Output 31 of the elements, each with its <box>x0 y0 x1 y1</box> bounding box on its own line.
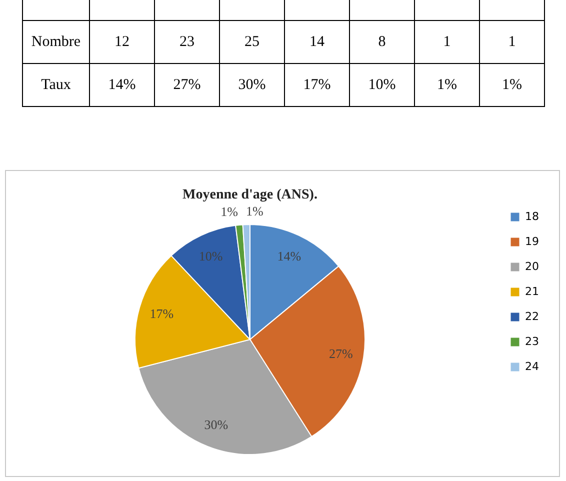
data-label: 27% <box>328 346 353 361</box>
text: 30% <box>238 76 266 92</box>
legend-label: 23 <box>525 335 539 348</box>
data-label: 14% <box>277 248 302 264</box>
data-label: 30% <box>204 417 228 432</box>
text: 17% <box>303 76 331 92</box>
text: 8 <box>378 34 386 50</box>
legend-label: 19 <box>525 235 539 248</box>
text: 14% <box>108 76 136 92</box>
legend-label: 20 <box>525 260 539 273</box>
text: 12 <box>114 34 130 50</box>
category-label: Nombre <box>31 34 81 50</box>
text: 14 <box>310 34 324 50</box>
legend-label: 18 <box>525 210 539 223</box>
text: 27% <box>173 76 201 92</box>
text: 1% <box>502 76 522 92</box>
category-label: Taux <box>41 76 71 92</box>
data-label: 1% <box>220 204 238 220</box>
data-label: 17% <box>150 306 174 321</box>
chart-title: Moyenne d'age (ANS). <box>182 188 318 203</box>
text: 1% <box>437 76 457 92</box>
legend-label: 22 <box>525 310 539 323</box>
text: 25 <box>244 34 260 50</box>
data-label: 10% <box>198 248 223 264</box>
text: 10% <box>368 76 396 92</box>
text: 1 <box>508 34 516 50</box>
legend-label: 24 <box>525 360 539 373</box>
text: 1 <box>443 34 451 50</box>
text: 23 <box>180 34 194 50</box>
data-label: 1% <box>246 204 264 219</box>
legend-label: 21 <box>525 285 539 298</box>
